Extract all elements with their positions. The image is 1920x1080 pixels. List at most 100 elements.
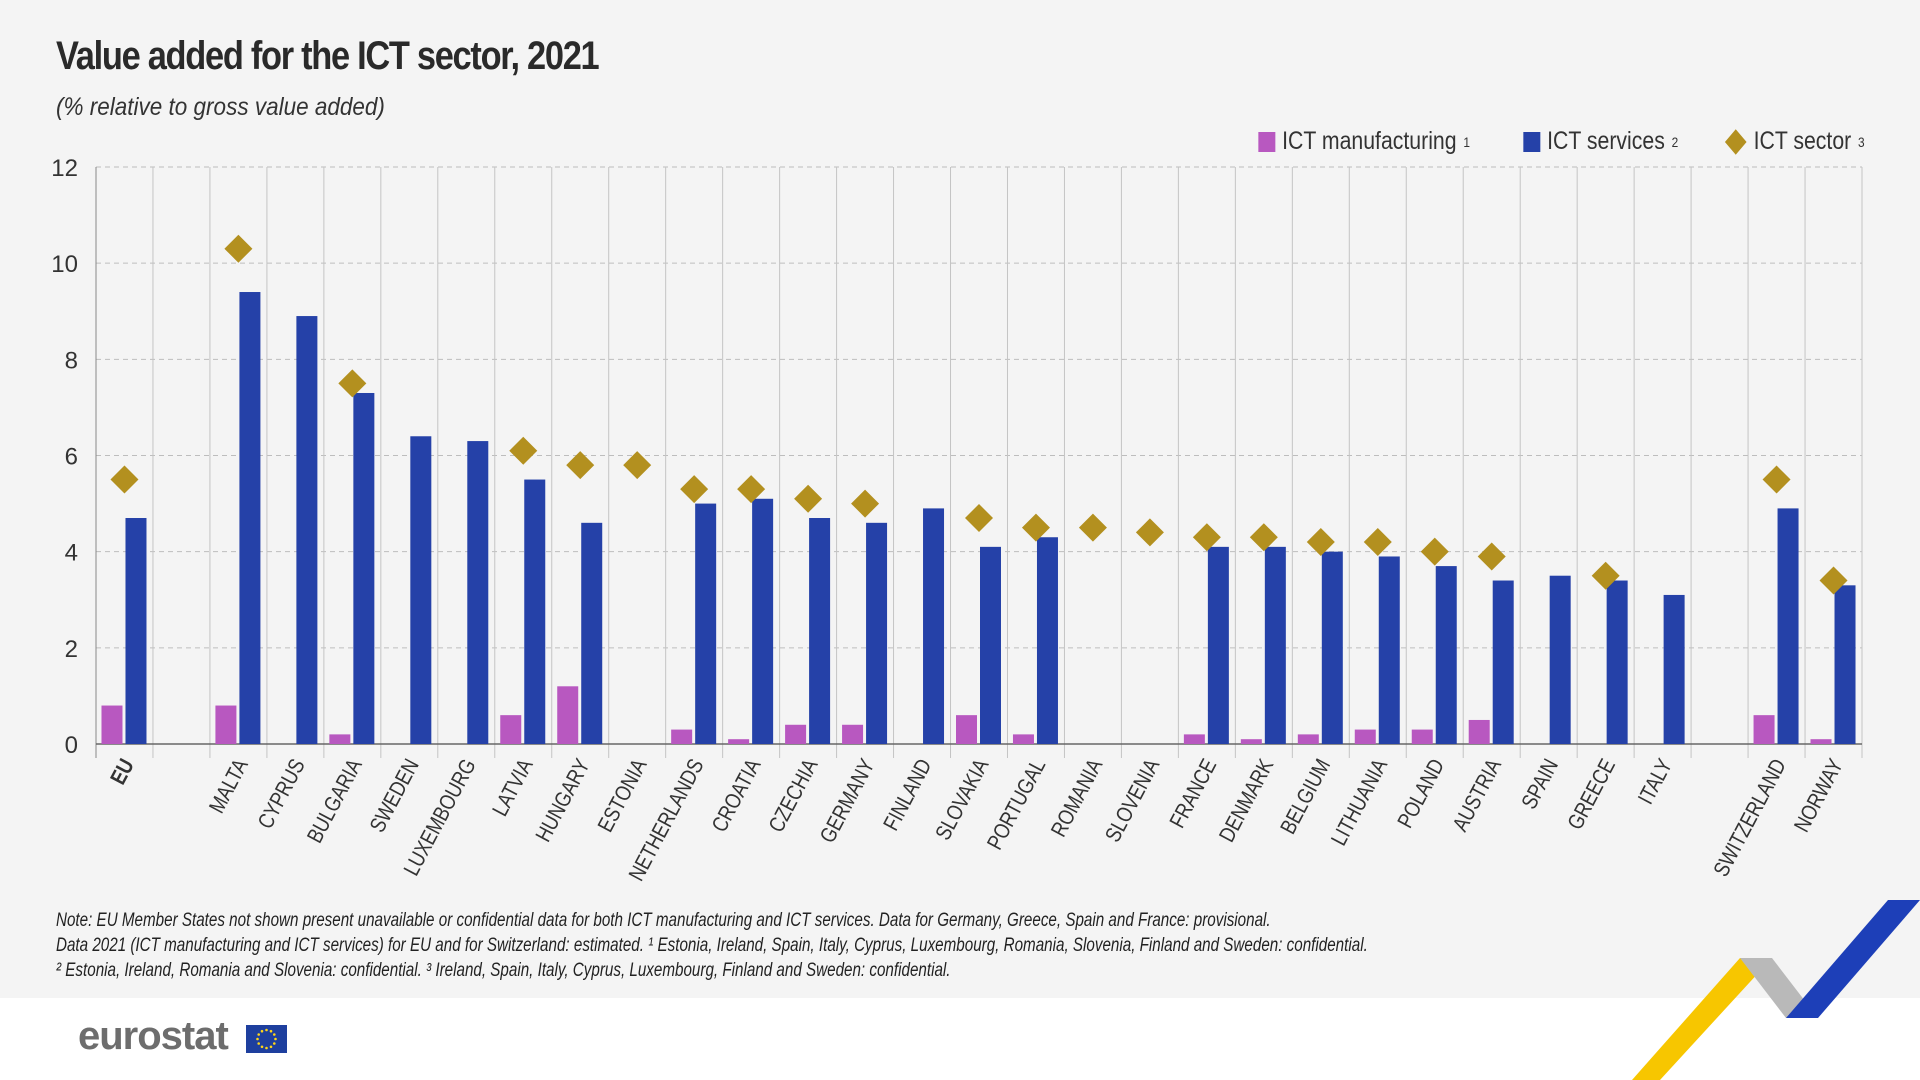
chart-title: Value added for the ICT sector, 2021 [56, 34, 600, 78]
bar-ict-services [866, 522, 888, 744]
bar-ict-services [524, 479, 546, 744]
legend-swatch-services [1523, 131, 1541, 152]
bar-ict-services [980, 546, 1001, 744]
bar-ict-services [467, 441, 489, 744]
flag-star [269, 1029, 273, 1033]
bar-ict-services [1606, 580, 1628, 744]
bar-ict-manufacturing [1354, 729, 1376, 744]
marker-ict-sector [737, 475, 766, 504]
marker-ict-sector [1192, 523, 1221, 552]
bar-ict-services [1378, 556, 1400, 744]
eurostat-logo: eurostat [78, 1014, 229, 1059]
flag-star [274, 1037, 277, 1041]
legend-item-sector: ICT sector 3 [1725, 127, 1865, 156]
bar-ict-manufacturing [1810, 739, 1832, 744]
bar-ict-services [1777, 508, 1799, 744]
marker-ict-sector [623, 451, 652, 480]
marker-ict-sector [1306, 528, 1335, 557]
legend-label: ICT manufacturing [1282, 127, 1457, 155]
bar-ict-services [923, 508, 945, 744]
bar-ict-services [353, 392, 375, 744]
bar-ict-manufacturing [1240, 739, 1262, 744]
bar-ict-services [1435, 566, 1457, 744]
flag-star [272, 1033, 276, 1036]
marker-ict-sector [1021, 513, 1050, 542]
bar-ict-services [1834, 585, 1856, 744]
flag-star [257, 1042, 261, 1045]
marker-ict-sector [1363, 528, 1392, 557]
note-line: Data 2021 (ICT manufacturing and ICT ser… [56, 935, 1368, 956]
marker-ict-sector [1762, 465, 1791, 494]
bar-ict-services [1036, 537, 1058, 744]
footnotes: Note: EU Member States not shown present… [56, 908, 1368, 983]
marker-ict-sector [509, 436, 538, 465]
bar-ict-manufacturing [1753, 715, 1775, 744]
flag-star [265, 1046, 268, 1050]
yellow-stripe [1632, 958, 1772, 1080]
bar-ict-services [1492, 580, 1514, 744]
bar-ict-services [1264, 546, 1286, 744]
y-tick-label: 2 [65, 636, 78, 663]
legend: ICT manufacturing 1 ICT services 2 ICT sec… [1221, 127, 1865, 156]
bar-ict-manufacturing [1297, 734, 1319, 744]
legend-footnote-mark: 2 [1671, 133, 1679, 150]
flag-star [265, 1028, 268, 1032]
marker-ict-sector [851, 489, 880, 518]
note-line: ² Estonia, Ireland, Romania and Slovenia… [56, 960, 951, 981]
flag-star [260, 1045, 264, 1049]
bar-ict-manufacturing [500, 715, 522, 744]
bar-ict-manufacturing [1183, 734, 1205, 744]
flag-star [256, 1037, 259, 1041]
marker-ict-sector [1420, 537, 1449, 566]
bar-ict-services [296, 316, 318, 744]
bar-ict-manufacturing [329, 734, 351, 744]
legend-footnote-mark: 3 [1858, 133, 1865, 150]
marker-ict-sector [338, 369, 367, 398]
marker-ict-sector [1249, 523, 1278, 552]
bar-ict-services [1207, 546, 1229, 744]
marker-ict-sector [1078, 513, 1107, 542]
y-tick-label: 6 [65, 444, 78, 471]
eu-flag-icon [246, 1025, 287, 1053]
logo-text: eurostat [78, 1014, 229, 1058]
flag-star [272, 1042, 276, 1045]
note-line: Note: EU Member States not shown present… [56, 910, 1271, 931]
marker-ict-sector [965, 504, 993, 533]
legend-swatch-manufacturing [1258, 131, 1276, 152]
bar-ict-services [1663, 594, 1685, 744]
y-tick-label: 8 [65, 347, 78, 374]
marker-ict-sector [680, 475, 709, 504]
legend-label: ICT sector [1753, 127, 1852, 155]
bar-ict-manufacturing [785, 724, 807, 744]
flag-star [269, 1045, 273, 1049]
blue-stripe [1786, 900, 1920, 1018]
bar-ict-manufacturing [728, 739, 750, 744]
bar-ict-services [125, 518, 147, 744]
bar-ict-services [695, 503, 717, 744]
bar-ict-services [809, 518, 831, 744]
grey-stripe [1740, 958, 1818, 1018]
flag-star [260, 1029, 264, 1033]
footer-band [0, 998, 1920, 1080]
bar-ict-manufacturing [1012, 734, 1034, 744]
marker-ict-sector [1135, 518, 1164, 547]
bar-ict-services [410, 436, 432, 744]
bar-ict-manufacturing [956, 715, 977, 744]
y-tick-label: 10 [51, 251, 78, 278]
bar-ict-services [1321, 551, 1343, 744]
bar-ict-services [752, 498, 774, 744]
bar-ict-manufacturing [215, 705, 237, 744]
marker-ict-sector [1819, 566, 1848, 595]
bar-ict-manufacturing [671, 729, 693, 744]
bar-ict-manufacturing [101, 705, 123, 744]
marker-ict-sector [566, 451, 595, 480]
marker-ict-sector [1591, 561, 1620, 590]
y-tick-label: 4 [65, 540, 78, 567]
legend-footnote-mark: 1 [1463, 133, 1471, 150]
y-tick-label: 0 [65, 732, 78, 759]
bar-ict-manufacturing [557, 686, 579, 744]
marker-ict-sector [1477, 542, 1506, 571]
legend-label: ICT services [1547, 127, 1665, 155]
